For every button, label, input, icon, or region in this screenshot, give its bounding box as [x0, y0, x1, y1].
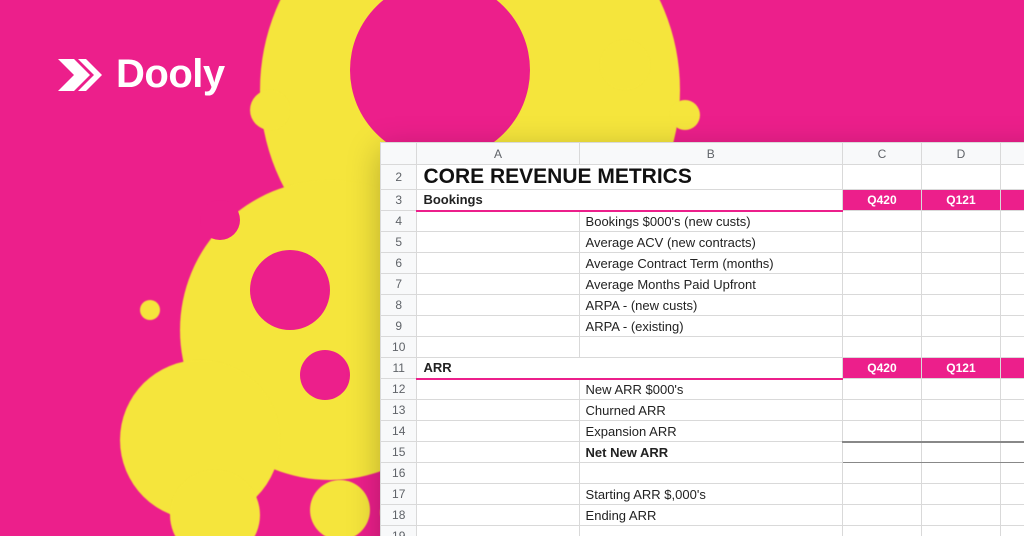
- metric-label[interactable]: Expansion ARR: [579, 421, 842, 442]
- table-row[interactable]: 12 New ARR $000's: [381, 379, 1024, 400]
- spreadsheet[interactable]: A B C D E 2 CORE REVENUE METRICS 3 Booki…: [380, 142, 1024, 536]
- section-header-row[interactable]: 11 ARR Q420 Q121 Q221: [381, 358, 1024, 379]
- row-number[interactable]: 7: [381, 274, 417, 295]
- metric-label[interactable]: Net New ARR: [579, 442, 842, 463]
- col-header[interactable]: A: [417, 143, 579, 165]
- row-number[interactable]: 8: [381, 295, 417, 316]
- table-row[interactable]: 8 ARPA - (new custs): [381, 295, 1024, 316]
- table-row[interactable]: 17 Starting ARR $,000's: [381, 484, 1024, 505]
- metric-label[interactable]: Average ACV (new contracts): [579, 232, 842, 253]
- row-number[interactable]: 2: [381, 165, 417, 190]
- quarter-header[interactable]: Q221: [1000, 190, 1024, 211]
- row-number[interactable]: 13: [381, 400, 417, 421]
- quarter-header[interactable]: Q221: [1000, 358, 1024, 379]
- row-number[interactable]: 12: [381, 379, 417, 400]
- metric-label[interactable]: Churned ARR: [579, 400, 842, 421]
- table-row[interactable]: 4 Bookings $000's (new custs): [381, 211, 1024, 232]
- table-row[interactable]: 9 ARPA - (existing): [381, 316, 1024, 337]
- row-number[interactable]: 19: [381, 526, 417, 536]
- row-number[interactable]: 4: [381, 211, 417, 232]
- table-row[interactable]: 16: [381, 463, 1024, 484]
- col-header[interactable]: C: [842, 143, 921, 165]
- quarter-header[interactable]: Q121: [921, 358, 1000, 379]
- metric-label[interactable]: Starting ARR $,000's: [579, 484, 842, 505]
- row-number[interactable]: 14: [381, 421, 417, 442]
- metric-label[interactable]: ARPA - (new custs): [579, 295, 842, 316]
- table-row[interactable]: 2 CORE REVENUE METRICS: [381, 165, 1024, 190]
- table-row[interactable]: 15 Net New ARR: [381, 442, 1024, 463]
- metric-label[interactable]: New ARR $000's: [579, 379, 842, 400]
- table-row[interactable]: 7 Average Months Paid Upfront: [381, 274, 1024, 295]
- quarter-header[interactable]: Q121: [921, 190, 1000, 211]
- row-number[interactable]: 15: [381, 442, 417, 463]
- brand-logo-icon: [56, 53, 104, 97]
- table-row[interactable]: 13 Churned ARR: [381, 400, 1024, 421]
- brand-name: Dooly: [116, 52, 225, 97]
- section-label[interactable]: ARR: [417, 358, 842, 379]
- column-header-row[interactable]: A B C D E: [381, 143, 1024, 165]
- row-number[interactable]: 11: [381, 358, 417, 379]
- row-number[interactable]: 16: [381, 463, 417, 484]
- quarter-header[interactable]: Q420: [842, 190, 921, 211]
- row-number[interactable]: 18: [381, 505, 417, 526]
- sheet-title[interactable]: CORE REVENUE METRICS: [417, 165, 842, 190]
- metric-label[interactable]: Bookings $000's (new custs): [579, 211, 842, 232]
- metric-label[interactable]: ARPA - (existing): [579, 316, 842, 337]
- table-row[interactable]: 5 Average ACV (new contracts): [381, 232, 1024, 253]
- row-number[interactable]: 6: [381, 253, 417, 274]
- table-row[interactable]: 6 Average Contract Term (months): [381, 253, 1024, 274]
- col-header[interactable]: E: [1000, 143, 1024, 165]
- brand-logo: Dooly: [56, 52, 225, 97]
- spreadsheet-panel: A B C D E 2 CORE REVENUE METRICS 3 Booki…: [380, 142, 1024, 536]
- spreadsheet-body[interactable]: 2 CORE REVENUE METRICS 3 Bookings Q420 Q…: [381, 165, 1024, 536]
- section-label[interactable]: Bookings: [417, 190, 842, 211]
- metric-label[interactable]: Average Months Paid Upfront: [579, 274, 842, 295]
- metric-label[interactable]: Ending ARR: [579, 505, 842, 526]
- table-row[interactable]: 10: [381, 337, 1024, 358]
- select-all-corner[interactable]: [381, 143, 417, 165]
- row-number[interactable]: 10: [381, 337, 417, 358]
- table-row[interactable]: 18 Ending ARR: [381, 505, 1024, 526]
- row-number[interactable]: 17: [381, 484, 417, 505]
- col-header[interactable]: D: [921, 143, 1000, 165]
- section-header-row[interactable]: 3 Bookings Q420 Q121 Q221: [381, 190, 1024, 211]
- row-number[interactable]: 3: [381, 190, 417, 211]
- metric-label[interactable]: Average Contract Term (months): [579, 253, 842, 274]
- row-number[interactable]: 9: [381, 316, 417, 337]
- quarter-header[interactable]: Q420: [842, 358, 921, 379]
- table-row[interactable]: 14 Expansion ARR: [381, 421, 1024, 442]
- col-header[interactable]: B: [579, 143, 842, 165]
- table-row[interactable]: 19: [381, 526, 1024, 536]
- row-number[interactable]: 5: [381, 232, 417, 253]
